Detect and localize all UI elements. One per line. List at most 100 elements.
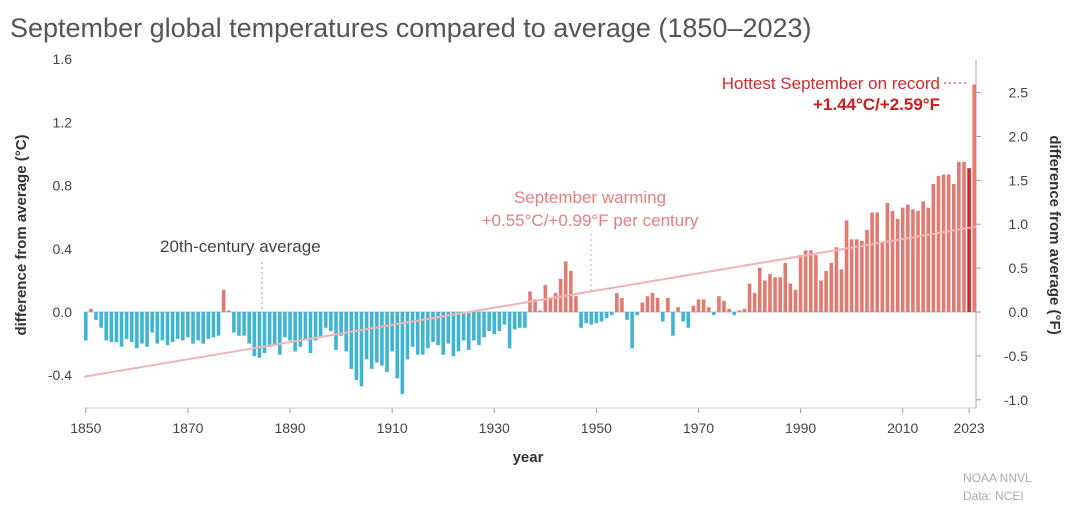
bar: [747, 283, 752, 312]
bar: [466, 312, 471, 350]
bar: [737, 310, 742, 312]
bar: [798, 255, 803, 312]
bar: [221, 289, 226, 312]
bar: [247, 312, 251, 344]
bar: [666, 297, 670, 312]
baseline-annotation: 20th-century average: [160, 237, 321, 256]
bar: [89, 308, 93, 312]
y-axis-label-left: difference from average (°C): [13, 134, 30, 335]
bar: [671, 312, 675, 336]
bar: [906, 204, 910, 312]
bar: [875, 212, 879, 312]
y-tick-left: 0.0: [53, 304, 73, 320]
bar: [140, 312, 144, 344]
bar: [119, 312, 124, 347]
bar: [441, 312, 445, 355]
bar: [257, 312, 262, 358]
bar: [957, 161, 961, 312]
bar: [921, 201, 925, 312]
bar: [778, 277, 782, 312]
bar: [226, 310, 231, 312]
bar: [916, 210, 920, 312]
bar: [135, 312, 139, 349]
bar: [860, 240, 864, 312]
right-axis: 2.5 2.0 1.5 1.0 0.5 0.0 -0.5 -1.0: [976, 85, 1028, 408]
bar: [615, 293, 619, 312]
bar: [232, 312, 236, 333]
bar: [936, 176, 941, 312]
bar: [114, 312, 119, 343]
bar: [844, 220, 849, 312]
y-tick-left: 0.4: [53, 241, 73, 257]
bar: [885, 202, 890, 312]
bar: [339, 312, 343, 336]
bar: [410, 312, 415, 347]
bar: [635, 312, 640, 316]
x-tick: 1990: [785, 420, 816, 436]
bar: [395, 312, 400, 379]
bar: [569, 270, 573, 312]
bar: [834, 247, 839, 312]
bar: [523, 312, 527, 328]
bar: [400, 312, 405, 395]
bar: [553, 293, 558, 312]
bar: [768, 274, 772, 312]
bar: [712, 312, 716, 316]
bar: [870, 212, 874, 312]
bar: [773, 277, 777, 312]
bar: [278, 312, 282, 355]
bar: [237, 312, 241, 336]
bar: [849, 239, 854, 312]
bar: [548, 297, 553, 312]
bar: [742, 308, 747, 312]
bar: [630, 312, 634, 349]
y-tick-right: 0.0: [1009, 304, 1029, 320]
bar: [385, 312, 389, 373]
bar: [625, 312, 629, 320]
bar: [752, 293, 757, 312]
bar: [497, 312, 502, 331]
bar: [900, 207, 905, 312]
bar: [517, 312, 522, 328]
bar: [512, 312, 517, 330]
bar: [574, 296, 578, 312]
x-tick: 1930: [479, 420, 510, 436]
bar: [298, 312, 303, 347]
bar: [84, 312, 88, 341]
bar: [594, 312, 599, 324]
x-tick: 2023: [954, 420, 985, 436]
bar: [931, 184, 936, 312]
bar: [803, 250, 808, 312]
bar: [191, 312, 195, 344]
bar: [369, 312, 374, 369]
bar: [252, 312, 257, 357]
bar: [196, 312, 200, 341]
trend-annotation-line2: +0.55°C/+0.99°F per century: [482, 211, 699, 230]
bar: [267, 312, 272, 347]
bar: [451, 312, 456, 357]
bar: [732, 312, 737, 316]
trend-annotation-line1: September warming: [514, 188, 666, 207]
bar: [558, 278, 563, 312]
bar: [129, 312, 134, 343]
bar: [951, 184, 956, 312]
bar: [717, 296, 721, 312]
y-tick-left: 1.2: [53, 114, 73, 130]
bar: [155, 312, 160, 344]
bar: [359, 312, 364, 387]
bar: [763, 280, 767, 312]
bars-group: [84, 84, 976, 395]
bar: [941, 174, 946, 312]
bar: [946, 174, 951, 312]
bar: [824, 270, 828, 312]
bar: [895, 218, 900, 312]
bar: [589, 312, 594, 325]
bar: [972, 84, 976, 312]
bar: [420, 312, 425, 355]
chart-title: September global temperatures compared t…: [10, 13, 812, 43]
bar: [109, 312, 114, 343]
bar: [783, 263, 788, 312]
y-tick-right: 1.0: [1009, 216, 1029, 232]
bar: [170, 312, 175, 343]
